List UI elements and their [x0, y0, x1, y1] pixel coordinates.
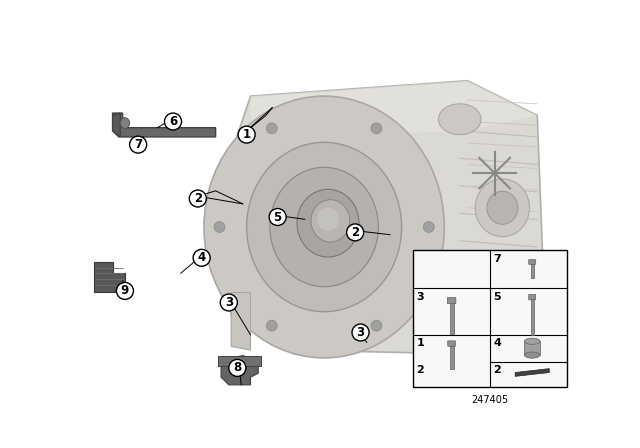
Polygon shape — [113, 113, 216, 137]
Text: 2: 2 — [493, 365, 501, 375]
Circle shape — [352, 324, 369, 341]
Polygon shape — [515, 369, 549, 376]
Circle shape — [238, 126, 255, 143]
Circle shape — [214, 222, 225, 233]
Text: 2: 2 — [194, 192, 202, 205]
FancyBboxPatch shape — [531, 299, 534, 335]
FancyBboxPatch shape — [529, 260, 536, 264]
Circle shape — [266, 123, 277, 134]
FancyBboxPatch shape — [524, 341, 540, 355]
Circle shape — [371, 320, 382, 331]
Ellipse shape — [524, 352, 540, 358]
FancyBboxPatch shape — [447, 297, 456, 304]
Text: 2: 2 — [417, 365, 424, 375]
Text: 5: 5 — [493, 292, 500, 302]
Text: 8: 8 — [233, 362, 241, 375]
FancyBboxPatch shape — [450, 303, 454, 334]
Text: 4: 4 — [198, 251, 206, 264]
Polygon shape — [231, 293, 250, 350]
Ellipse shape — [120, 118, 129, 129]
Ellipse shape — [524, 338, 540, 345]
Ellipse shape — [317, 208, 339, 231]
Text: 1: 1 — [243, 128, 251, 141]
Text: 7: 7 — [134, 138, 142, 151]
Ellipse shape — [311, 200, 349, 242]
Circle shape — [371, 123, 382, 134]
Circle shape — [266, 320, 277, 331]
Text: 3: 3 — [356, 326, 365, 339]
Polygon shape — [113, 113, 120, 137]
Text: 5: 5 — [273, 211, 282, 224]
Ellipse shape — [476, 179, 529, 237]
Ellipse shape — [246, 142, 402, 312]
Circle shape — [220, 294, 237, 311]
Circle shape — [229, 359, 246, 376]
Ellipse shape — [487, 191, 518, 224]
Polygon shape — [221, 356, 259, 385]
Ellipse shape — [297, 189, 359, 257]
Text: 7: 7 — [493, 254, 501, 264]
FancyBboxPatch shape — [448, 341, 456, 346]
Ellipse shape — [438, 104, 481, 134]
FancyBboxPatch shape — [413, 250, 566, 387]
Text: 9: 9 — [121, 284, 129, 297]
Circle shape — [193, 250, 210, 266]
Text: 1: 1 — [417, 338, 424, 348]
Circle shape — [423, 222, 434, 233]
Polygon shape — [94, 262, 125, 293]
FancyBboxPatch shape — [450, 346, 454, 369]
Text: 4: 4 — [493, 338, 501, 348]
Circle shape — [116, 282, 134, 299]
Polygon shape — [223, 81, 545, 354]
Ellipse shape — [270, 168, 378, 287]
FancyBboxPatch shape — [531, 264, 534, 278]
FancyBboxPatch shape — [529, 294, 536, 300]
FancyBboxPatch shape — [218, 356, 261, 366]
Text: 2: 2 — [351, 226, 359, 239]
Circle shape — [347, 224, 364, 241]
Circle shape — [189, 190, 206, 207]
Circle shape — [269, 208, 286, 225]
Polygon shape — [250, 81, 537, 138]
Circle shape — [164, 113, 182, 130]
Circle shape — [129, 136, 147, 153]
Text: 247405: 247405 — [472, 395, 509, 405]
Text: 3: 3 — [225, 296, 233, 309]
Text: 3: 3 — [417, 292, 424, 302]
Text: 6: 6 — [169, 115, 177, 128]
Ellipse shape — [456, 321, 495, 348]
Ellipse shape — [204, 96, 444, 358]
